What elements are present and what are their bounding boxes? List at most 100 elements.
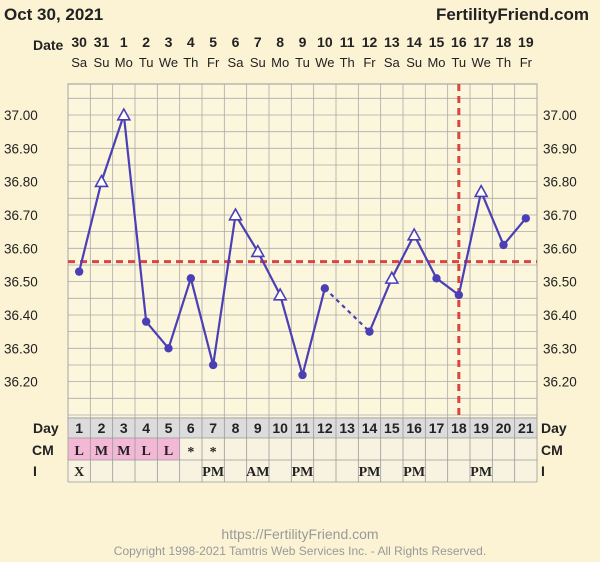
cycle-day-label: 16: [406, 420, 422, 436]
temperature-line-segment: [100, 114, 125, 183]
y-tick-label-right: 36.70: [543, 208, 577, 223]
cm-cell-value: L: [164, 444, 173, 459]
footer-copyright: Copyright 1998-2021 Tamtris Web Services…: [114, 544, 486, 558]
cm-row-label-right: CM: [541, 442, 563, 458]
footer-url[interactable]: https://FertilityFriend.com: [221, 526, 378, 542]
y-tick-label-right: 36.80: [543, 175, 577, 190]
date-label: 9: [299, 34, 307, 50]
weekday-label: Su: [250, 55, 266, 70]
date-label: 3: [165, 34, 173, 50]
temperature-point: [298, 370, 307, 380]
y-tick-label-left: 36.40: [4, 308, 38, 323]
cm-cell-value: L: [141, 444, 150, 459]
menstruation-cell: [157, 438, 180, 460]
day-row-label: Day: [33, 420, 59, 436]
temperature-point: [141, 317, 151, 326]
menstruation-cell: [90, 438, 113, 460]
cycle-day-label: 11: [295, 420, 310, 436]
temperature-line-segment: [234, 214, 259, 253]
y-tick-label-left: 36.20: [4, 375, 38, 390]
chart-date-title: Oct 30, 2021: [4, 5, 103, 24]
cycle-day-label: 13: [339, 420, 355, 436]
cycle-day-label: 19: [473, 420, 489, 436]
date-label: 7: [254, 34, 262, 50]
date-label: 5: [209, 34, 217, 50]
cycle-day-label: 20: [496, 420, 512, 436]
date-label: 12: [362, 34, 378, 50]
cycle-day-label: 1: [75, 420, 83, 436]
temperature-line-segment: [390, 234, 416, 279]
temperature-line-segment: [279, 294, 304, 376]
temperature-line-segment: [435, 277, 460, 296]
date-label: 6: [232, 34, 240, 50]
temperature-line-segment: [368, 277, 393, 333]
temperature-line-segment: [502, 217, 527, 246]
weekday-label: Th: [340, 55, 355, 70]
temperature-line-segment: [301, 288, 326, 376]
cm-cell-value: M: [117, 444, 130, 459]
temperature-point: [499, 240, 508, 250]
weekday-label: Su: [94, 55, 110, 70]
date-label: 30: [71, 34, 87, 50]
weekday-label: Tu: [451, 55, 466, 70]
day-row-background: [68, 418, 537, 438]
temperature-point: [208, 360, 218, 370]
y-tick-label-right: 36.60: [543, 241, 577, 256]
cm-row-label: CM: [32, 442, 54, 458]
temperature-point-triangle: [116, 107, 132, 121]
date-label: 10: [317, 34, 333, 50]
cycle-day-label: 17: [429, 420, 445, 436]
y-tick-label-left: 36.60: [4, 241, 38, 256]
temperature-point: [365, 327, 374, 336]
intercourse-cell-value: X: [74, 465, 84, 480]
cycle-day-label: 18: [451, 420, 467, 436]
temperature-point: [164, 344, 173, 353]
intercourse-row-label-right: I: [541, 463, 545, 479]
temperature-line-segment: [122, 114, 148, 322]
temperature-line-segment: [212, 214, 237, 366]
cycle-day-label: 15: [384, 420, 400, 436]
y-tick-label-left: 36.90: [4, 141, 38, 156]
cycle-day-label: 8: [232, 420, 240, 436]
temperature-point: [521, 214, 531, 223]
temperature-point: [432, 274, 441, 283]
site-title: FertilityFriend.com: [436, 5, 589, 24]
cycle-day-label: 6: [187, 420, 195, 436]
menstruation-cell: [68, 438, 91, 460]
temperature-line-segment: [480, 191, 505, 246]
temperature-line-segment: [256, 251, 282, 296]
y-tick-label-right: 37.00: [543, 108, 577, 123]
weekday-label: Sa: [71, 55, 88, 70]
cycle-day-label: 7: [209, 420, 217, 436]
temperature-line-gap-segment: [324, 287, 371, 333]
day-row-label-right: Day: [541, 420, 567, 436]
weekday-label: We: [315, 55, 334, 70]
cycle-day-label: 3: [120, 420, 128, 436]
weekday-label: Tu: [295, 55, 310, 70]
weekday-label: Sa: [228, 55, 245, 70]
date-label: 19: [518, 34, 534, 50]
date-label: 14: [406, 34, 422, 50]
temperature-line-segment: [78, 181, 103, 272]
y-tick-label-left: 36.70: [4, 208, 38, 223]
weekday-label: Mo: [427, 55, 445, 70]
weekday-label: Fr: [363, 55, 376, 70]
weekday-label: Fr: [207, 55, 220, 70]
cycle-day-label: 14: [362, 420, 378, 436]
temperature-point: [454, 290, 464, 300]
temperature-line-segment: [145, 320, 170, 350]
date-label: 18: [496, 34, 512, 50]
temperature-line-segment: [167, 277, 192, 349]
cycle-day-label: 4: [142, 420, 150, 436]
intercourse-cell-value: PM: [403, 465, 425, 480]
date-label: 1: [120, 34, 128, 50]
temperature-point-triangle: [406, 227, 422, 241]
y-tick-label-left: 36.80: [4, 175, 38, 190]
cycle-day-label: 21: [518, 420, 534, 436]
date-label: 13: [384, 34, 400, 50]
temperature-point-triangle: [473, 184, 489, 198]
cm-cell-value: M: [95, 444, 108, 459]
date-label: 11: [340, 34, 355, 50]
weekday-label: We: [472, 55, 491, 70]
